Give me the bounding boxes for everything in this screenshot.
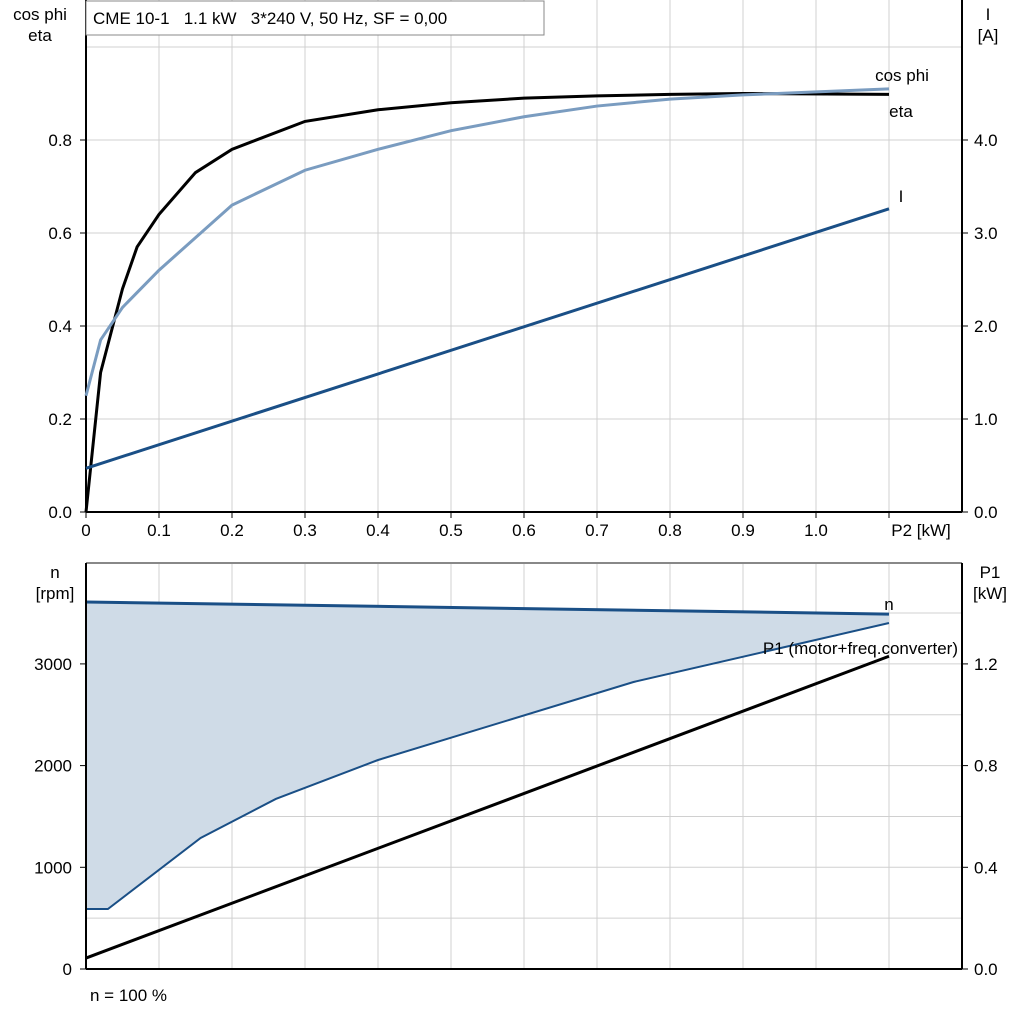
operating-range-fill: [86, 601, 889, 909]
series-P1: [85, 654, 890, 960]
x-tick-label: 1.0: [804, 521, 828, 540]
y-tick-label-left: 0.6: [48, 224, 72, 243]
x-tick-label: 0.1: [147, 521, 171, 540]
chart-title: CME 10-1 1.1 kW 3*240 V, 50 Hz, SF = 0,0…: [93, 9, 447, 28]
x-tick-label: P2 [kW]: [891, 521, 951, 540]
series-label-cos-phi: cos phi: [875, 66, 929, 85]
series-I: [85, 207, 890, 470]
y-axis-label-left: cos phi: [13, 5, 67, 24]
y-tick-label-right: 0.0: [974, 503, 998, 522]
x-tick-label: 0.5: [439, 521, 463, 540]
y-tick-label-left: 0: [63, 960, 72, 979]
y-tick-label-right: 1.0: [974, 410, 998, 429]
x-tick-label: 0.7: [585, 521, 609, 540]
y-tick-label-right: 0.8: [974, 757, 998, 776]
y-axis-label-left: [rpm]: [36, 584, 75, 603]
title-box: [85, 0, 545, 36]
y-axis-label-left: n: [50, 563, 59, 582]
y-axis-label-left: eta: [28, 26, 52, 45]
y-tick-label-left: 3000: [34, 655, 72, 674]
series-label-n: n: [884, 595, 893, 614]
x-tick-label: 0: [81, 521, 90, 540]
series-n: [85, 600, 890, 616]
x-tick-label: 0.6: [512, 521, 536, 540]
series-n-lower: [86, 622, 890, 910]
y-tick-label-left: 0.4: [48, 317, 72, 336]
series-cos-phi: [84, 87, 890, 397]
y-axis-label-right: P1: [980, 563, 1001, 582]
y-tick-label-right: 3.0: [974, 224, 998, 243]
series-label-P1: P1 (motor+freq.converter): [763, 639, 958, 658]
y-tick-label-left: 0.2: [48, 410, 72, 429]
x-tick-label: 0.3: [293, 521, 317, 540]
y-tick-label-right: 2.0: [974, 317, 998, 336]
series-label-eta: eta: [889, 102, 913, 121]
y-tick-label-left: 0.8: [48, 131, 72, 150]
y-axis-label-right: [A]: [978, 26, 999, 45]
y-tick-label-right: 0.0: [974, 960, 998, 979]
y-tick-label-left: 0.0: [48, 503, 72, 522]
y-tick-label-left: 1000: [34, 858, 72, 877]
x-tick-label: 0.4: [366, 521, 390, 540]
y-axis-label-right: I: [986, 5, 991, 24]
x-tick-label: 0.8: [658, 521, 682, 540]
y-tick-label-right: 4.0: [974, 131, 998, 150]
x-tick-label: 0.9: [731, 521, 755, 540]
y-tick-label-left: 2000: [34, 757, 72, 776]
series-eta: [84, 91, 890, 513]
y-tick-label-right: 0.4: [974, 858, 998, 877]
series-label-I: I: [899, 187, 904, 206]
y-axis-label-right: [kW]: [973, 584, 1007, 603]
footer-note: n = 100 %: [90, 986, 167, 1005]
y-tick-label-right: 1.2: [974, 655, 998, 674]
x-tick-label: 0.2: [220, 521, 244, 540]
